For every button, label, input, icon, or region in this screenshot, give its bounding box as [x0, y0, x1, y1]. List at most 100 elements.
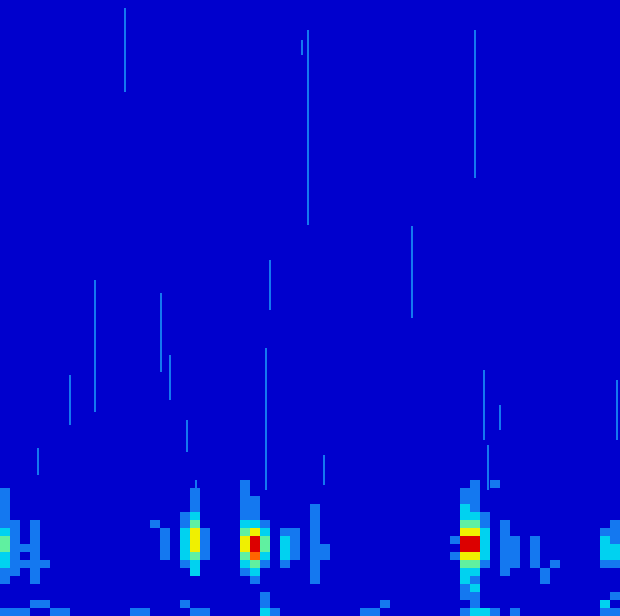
heatmap-cell [330, 0, 340, 480]
heatmap-cell [160, 552, 170, 560]
heatmap-cell [280, 600, 290, 608]
heatmap-cell [470, 520, 480, 528]
heatmap-cell [320, 504, 330, 512]
heatmap-cell [550, 520, 560, 528]
heatmap-cell [340, 592, 350, 600]
heatmap-cell [570, 592, 580, 600]
heatmap-cell [400, 528, 410, 536]
heatmap-cell [580, 536, 590, 544]
heatmap-cell [580, 552, 590, 560]
heatmap-cell [450, 512, 460, 520]
heatmap-cell [220, 592, 230, 600]
heatmap-cell [280, 592, 290, 600]
heatmap-cell [390, 0, 400, 480]
heatmap-cell [470, 600, 480, 608]
heatmap-cell [190, 536, 200, 544]
heatmap-cell [570, 520, 580, 528]
heatmap-cell [400, 512, 410, 520]
heatmap-cell [90, 520, 100, 528]
heatmap-cell [370, 504, 380, 512]
heatmap-cell [90, 592, 100, 600]
heatmap-cell [430, 552, 440, 560]
heatmap-cell [430, 592, 440, 600]
heatmap-cell [380, 576, 390, 584]
heatmap-cell [270, 544, 280, 552]
heatmap-cell [500, 520, 510, 528]
heatmap-cell [560, 496, 570, 504]
heatmap-cell [300, 536, 310, 544]
heatmap-cell [520, 592, 530, 600]
heatmap-cell [100, 480, 110, 488]
heatmap-cell [540, 512, 550, 520]
heatmap-cell [430, 560, 440, 568]
heatmap-cell [360, 0, 370, 480]
heatmap-cell [260, 536, 270, 544]
heatmap-cell [410, 592, 420, 600]
heatmap-cell [330, 480, 340, 488]
heatmap-cell [30, 600, 40, 608]
heatmap-cell [320, 608, 330, 616]
heatmap-cell [460, 488, 470, 496]
heatmap-cell [530, 528, 540, 536]
heatmap-cell [480, 568, 490, 576]
heatmap-cell [380, 520, 390, 528]
heatmap-cell [600, 552, 610, 560]
heatmap-cell [220, 504, 230, 512]
heatmap-cell [250, 504, 260, 512]
heatmap-cell [350, 568, 360, 576]
heatmap-cell [180, 568, 190, 576]
heatmap-cell [570, 584, 580, 592]
heatmap-cell [130, 608, 140, 616]
heatmap-cell [230, 552, 240, 560]
heatmap-cell [30, 520, 40, 528]
heatmap-cell [40, 512, 50, 520]
heatmap-cell [200, 544, 210, 552]
heatmap-cell [450, 488, 460, 496]
heatmap-cell [0, 568, 10, 576]
heatmap-cell [540, 0, 550, 480]
heatmap-cell [550, 0, 560, 480]
heatmap-cell [100, 592, 110, 600]
heatmap-cell [520, 488, 530, 496]
heatmap-cell [550, 608, 560, 616]
heatmap-cell [100, 0, 110, 480]
heatmap-cell [310, 520, 320, 528]
heatmap-cell [420, 600, 430, 608]
heatmap-cell [10, 0, 20, 480]
heatmap-cell [80, 600, 90, 608]
heatmap-cell [590, 552, 600, 560]
heatmap-cell [150, 496, 160, 504]
heatmap-cell [380, 560, 390, 568]
heatmap-cell [310, 552, 320, 560]
heatmap-cell [220, 512, 230, 520]
heatmap-cell [220, 584, 230, 592]
heatmap-cell [540, 480, 550, 488]
heatmap-cell [550, 488, 560, 496]
heatmap-cell [200, 592, 210, 600]
heatmap-cell [180, 512, 190, 520]
heatmap-cell [70, 576, 80, 584]
heatmap-cell [90, 488, 100, 496]
heatmap-cell [520, 560, 530, 568]
heatmap-cell [420, 576, 430, 584]
heatmap-cell [370, 600, 380, 608]
heatmap-cell [230, 560, 240, 568]
heatmap-cell [390, 568, 400, 576]
heatmap-cell [300, 608, 310, 616]
heatmap-cell [50, 528, 60, 536]
heatmap-cell [190, 560, 200, 568]
heatmap-cell [310, 592, 320, 600]
heatmap-cell [150, 480, 160, 488]
heatmap-cell [540, 592, 550, 600]
heatmap-cell [300, 512, 310, 520]
heatmap-cell [210, 584, 220, 592]
heatmap-cell [430, 608, 440, 616]
heatmap-cell [610, 608, 620, 616]
heatmap-cell [110, 480, 120, 488]
heatmap-cell [380, 496, 390, 504]
heatmap-cell [460, 576, 470, 584]
heatmap-cell [280, 504, 290, 512]
heatmap-cell [290, 584, 300, 592]
heatmap-cell [240, 512, 250, 520]
heatmap-cell [540, 560, 550, 568]
